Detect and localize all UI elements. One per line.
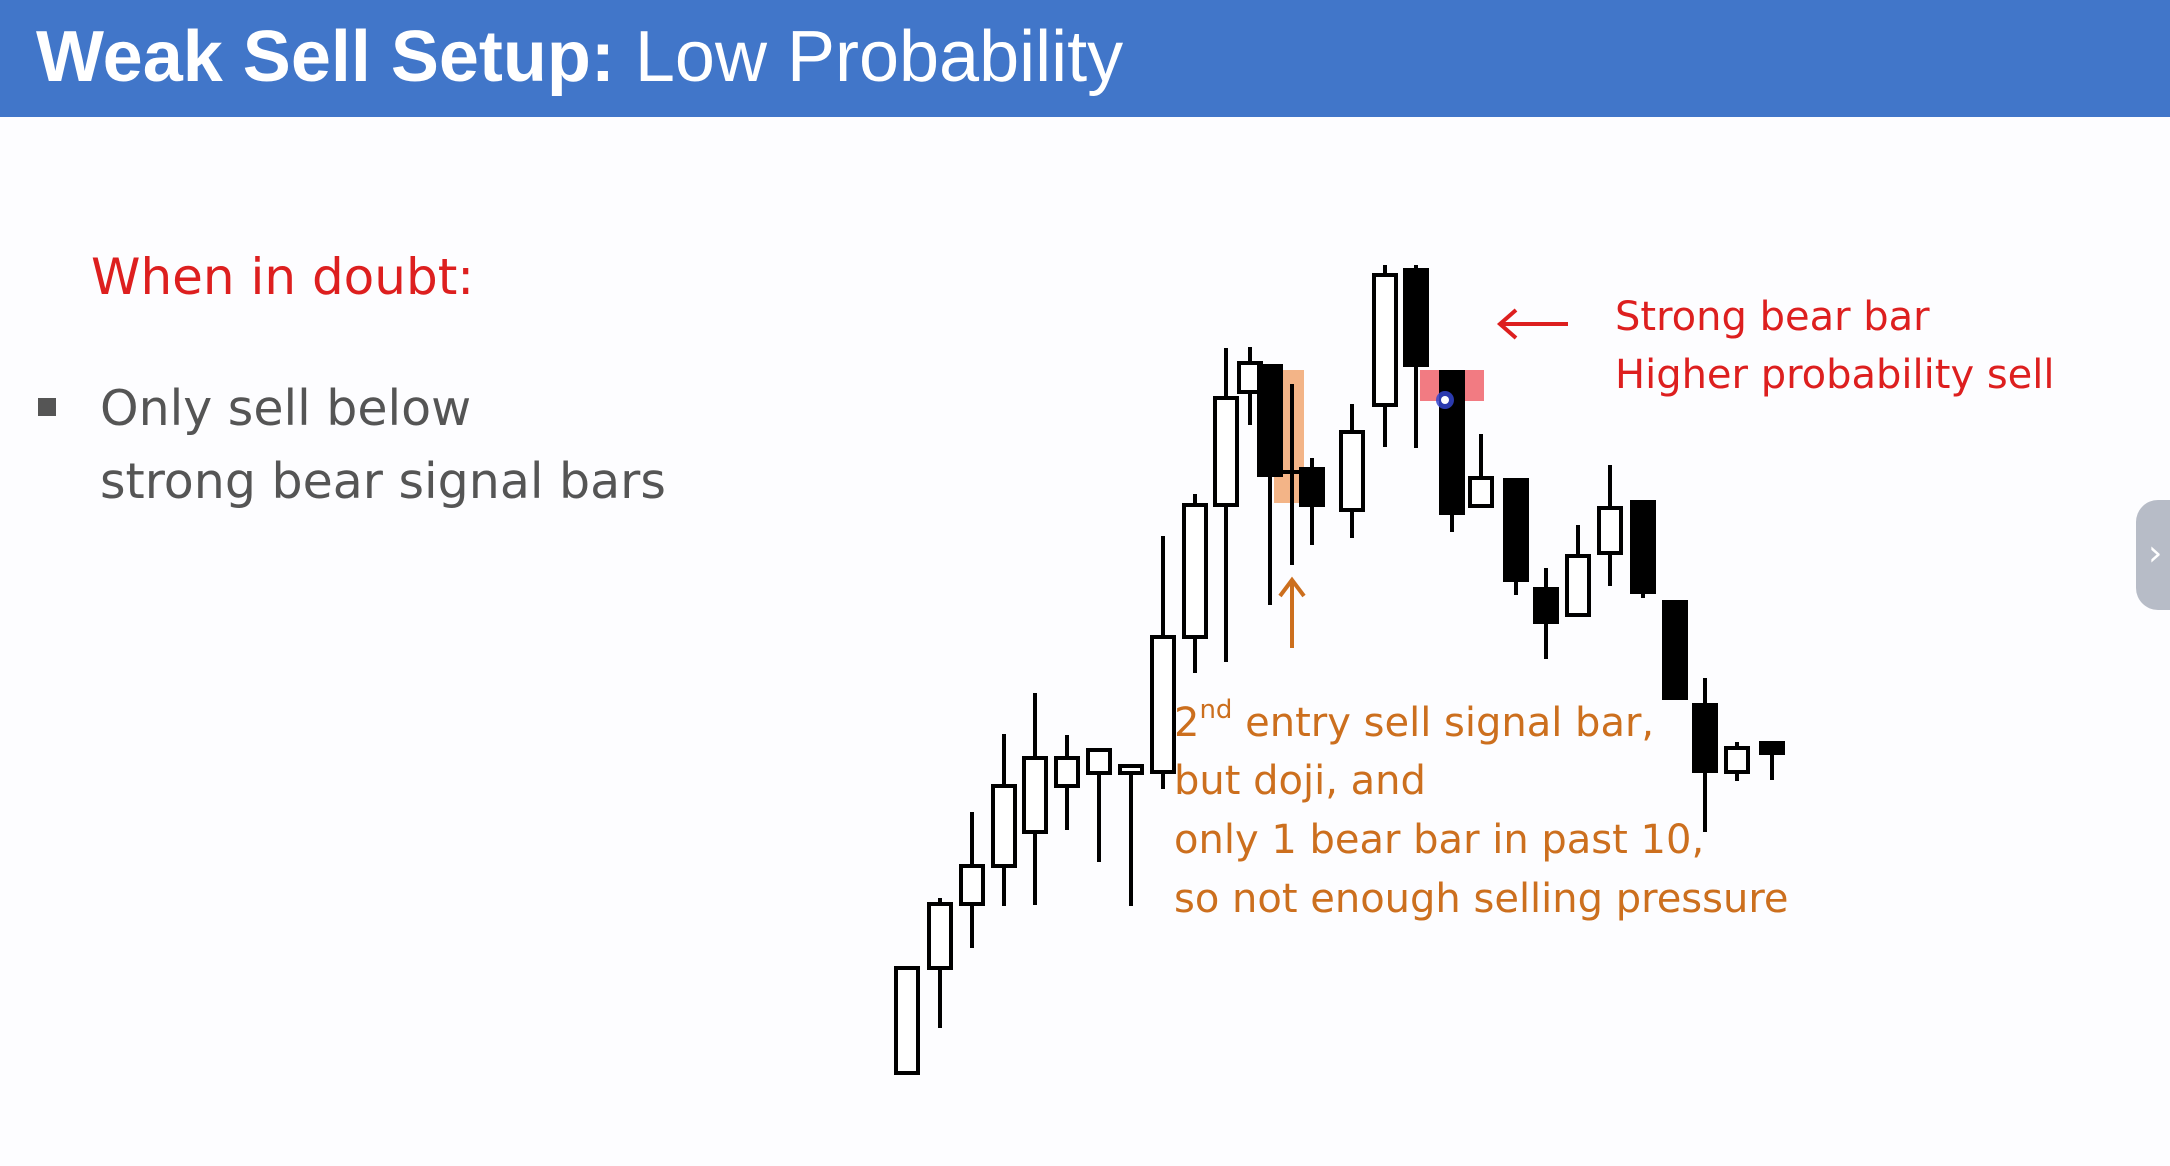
chevron-right-icon: › — [2148, 533, 2163, 574]
candle-bar — [1299, 458, 1325, 545]
candle-bar — [1150, 536, 1176, 789]
title-rest: Low Probability — [614, 17, 1124, 97]
cursor-dot-icon — [1436, 391, 1454, 409]
strong-bear-line-2: Higher probability sell — [1615, 352, 2055, 398]
candle-body-bull — [1468, 476, 1494, 508]
candle-bar — [1759, 741, 1785, 780]
arrow-up-icon — [1278, 576, 1306, 648]
candle-bar — [894, 966, 920, 1075]
arrow-left-icon — [1496, 308, 1568, 340]
candle-body-bull — [1724, 746, 1750, 774]
bullet-line-1: Only sell below — [100, 380, 472, 437]
candle-bar — [1630, 500, 1656, 598]
candle-bar — [1597, 465, 1623, 586]
candle-bar — [1724, 742, 1750, 781]
candle-body-bull — [1022, 756, 1048, 834]
second-entry-sup: nd — [1199, 695, 1233, 725]
second-entry-num: 2 — [1174, 700, 1200, 746]
candle-bar — [1182, 494, 1208, 673]
candle-body-bear — [1759, 741, 1785, 755]
page-title: Weak Sell Setup: Low Probability — [36, 14, 1123, 100]
candle-body-bull — [1565, 554, 1591, 617]
candle-body-bull — [1182, 503, 1208, 639]
candle-body-bear — [1299, 467, 1325, 507]
second-entry-text: entry sell signal bar, — [1232, 700, 1655, 746]
candle-body-bull — [927, 902, 953, 970]
candle-body-bull — [1597, 506, 1623, 555]
candle-body-bull — [1150, 635, 1176, 774]
candle-body-bear — [1662, 600, 1688, 700]
heading-when-in-doubt: When in doubt: — [91, 248, 475, 306]
second-entry-line-4: so not enough selling pressure — [1174, 876, 1789, 922]
candle-body-bear — [1692, 703, 1718, 773]
candle-bar — [1468, 434, 1494, 508]
candle-bar — [927, 898, 953, 1028]
second-entry-line-2: but doji, and — [1174, 758, 1426, 804]
candle-body-bull — [1213, 396, 1239, 507]
candle-body-bear — [1533, 587, 1559, 624]
candle-bar — [1533, 568, 1559, 659]
strong-bear-line-1: Strong bear bar — [1615, 294, 1930, 340]
candle-bar — [1022, 693, 1048, 905]
candle-bar — [1213, 348, 1239, 662]
second-entry-line-3: only 1 bear bar in past 10, — [1174, 817, 1705, 863]
candle-bar — [1503, 478, 1529, 595]
candle-bar — [1118, 764, 1144, 906]
bullet-marker — [38, 398, 56, 416]
candle-bar — [1257, 364, 1283, 605]
title-bold: Weak Sell Setup: — [36, 17, 615, 97]
title-bar — [0, 0, 2170, 117]
candle-body-bull — [1086, 748, 1112, 775]
candle-body-bull — [1118, 764, 1144, 775]
candle-bar — [991, 734, 1017, 906]
candle-body-bear — [1403, 268, 1429, 367]
candle-body-bear — [1630, 500, 1656, 594]
candle-bar — [1403, 265, 1429, 448]
side-panel-toggle[interactable]: › — [2136, 500, 2170, 610]
candle-bar — [1237, 347, 1263, 425]
candle-bar — [1054, 735, 1080, 830]
candle-body-bear — [1503, 478, 1529, 582]
candle-bar — [1662, 600, 1688, 700]
candle-bar — [1565, 525, 1591, 617]
candle-body-bull — [894, 966, 920, 1075]
candle-bar — [1692, 678, 1718, 832]
candle-bar — [959, 812, 985, 948]
candle-body-bull — [991, 784, 1017, 868]
candle-bar — [1339, 404, 1365, 538]
candle-body-bull — [959, 864, 985, 906]
candle-body-bear — [1257, 364, 1283, 477]
second-entry-line-1: 2nd entry sell signal bar, — [1174, 697, 1655, 746]
candle-bar — [1372, 265, 1398, 447]
candle-body-bull — [1339, 430, 1365, 512]
candles-group — [894, 265, 1785, 1075]
candle-bar — [1086, 748, 1112, 862]
candle-body-bull — [1054, 756, 1080, 788]
bullet-line-2: strong bear signal bars — [100, 453, 666, 510]
candle-body-bull — [1372, 273, 1398, 407]
